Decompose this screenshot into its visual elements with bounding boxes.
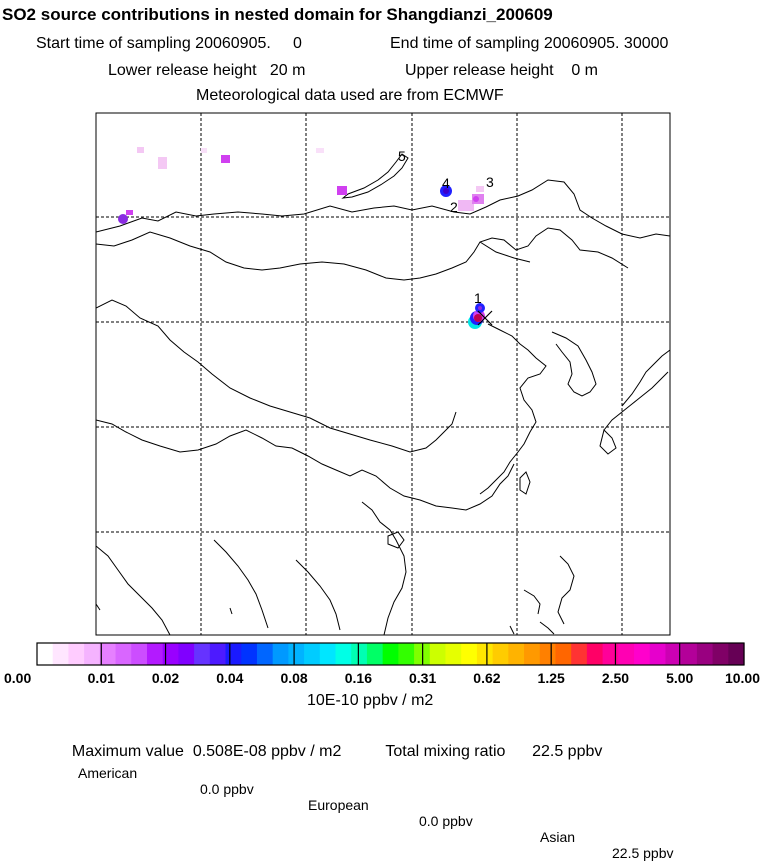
colorbar-tick-label: 0.00: [4, 670, 32, 686]
colorbar-cell: [681, 643, 698, 665]
colorbar-cell: [288, 643, 305, 665]
colorbar-cell: [115, 643, 132, 665]
lower-release-text: Lower release height 20 m: [108, 62, 306, 79]
colorbar-cell: [571, 643, 588, 665]
colorbar-cell: [665, 643, 682, 665]
end-time-text: End time of sampling 20060905. 30000: [390, 35, 669, 52]
colorbar-cell: [319, 643, 337, 665]
colorbar-cell: [728, 643, 745, 665]
colorbar-cell: [272, 643, 289, 665]
upper-release-text: Upper release height 0 m: [405, 62, 598, 79]
colorbar-cell: [696, 643, 714, 665]
colorbar-cell: [712, 643, 729, 665]
colorbar-cell: [241, 643, 258, 665]
american-value: 0.0 ppbv: [200, 781, 254, 797]
colorbar-cell: [445, 643, 462, 665]
receptor-labels: 1 2 3 4 5: [398, 148, 494, 306]
plume-spots: [118, 147, 485, 329]
label-5: 5: [398, 148, 406, 164]
colorbar-tick-label: 0.04: [216, 670, 244, 686]
colorbar-cell: [555, 643, 572, 665]
colorbar-cell: [209, 643, 227, 665]
colorbar-cell: [52, 643, 70, 665]
colorbar-tick-label: 2.50: [601, 670, 630, 686]
european-value: 0.0 ppbv: [419, 813, 473, 829]
colorbar-cell: [351, 643, 368, 665]
label-4: 4: [442, 175, 450, 191]
colorbar-cell: [194, 643, 211, 665]
colorbar-cell: [335, 643, 352, 665]
colorbar-cell: [429, 643, 447, 665]
colorbar-cell: [162, 643, 179, 665]
colorbar-tick-label: 0.62: [473, 670, 501, 686]
colorbar-cell: [524, 643, 541, 665]
asian-label: Asian: [540, 829, 576, 845]
colorbar-cell: [586, 643, 604, 665]
colorbar-tick-label: 10.00: [724, 670, 760, 686]
colorbar-tick-label: 5.00: [666, 670, 694, 686]
colorbar-cell: [492, 643, 509, 665]
colorbar-tick-label: 0.16: [344, 670, 372, 686]
receptor-marker: [477, 310, 493, 326]
colorbar-cell: [539, 643, 557, 665]
summary-row: Maximum value 0.508E-08 ppbv / m2 Total m…: [63, 725, 602, 761]
colorbar-cell: [225, 643, 242, 665]
source-breakdown: American 0.0 ppbv European 0.0 ppbv Asia…: [78, 749, 674, 861]
colorbar-cell: [618, 643, 635, 665]
asian-value: 22.5 ppbv: [612, 845, 674, 861]
label-1: 1: [474, 290, 482, 306]
start-time-text: Start time of sampling 20060905. 0: [36, 35, 302, 52]
colorbar-cell: [131, 643, 148, 665]
colorbar-cell: [461, 643, 478, 665]
colorbar-cell: [366, 643, 384, 665]
colorbar-cell: [508, 643, 525, 665]
colorbar-tick-label: 0.01: [87, 670, 115, 686]
colorbar-unit: 10E-10 ppbv / m2: [307, 692, 434, 709]
label-2: 2: [450, 199, 458, 215]
map-frame: [95, 112, 671, 636]
american-label: American: [78, 765, 138, 781]
colorbar-tick-label: 0.31: [409, 670, 437, 686]
total-mixing-text: Total mixing ratio 22.5 ppbv: [385, 743, 603, 760]
colorbar-cell: [146, 643, 164, 665]
european-label: European: [308, 797, 369, 813]
max-value-text: Maximum value 0.508E-08 ppbv / m2: [71, 743, 342, 760]
colorbar-cell: [382, 643, 399, 665]
colorbar-cell: [649, 643, 667, 665]
colorbar-cell: [99, 643, 117, 665]
coastlines-borders: [96, 153, 670, 635]
colorbar: [36, 642, 745, 666]
lat-lon-grid: [96, 113, 670, 635]
colorbar-cell: [256, 643, 274, 665]
met-data-text: Meteorological data used are from ECMWF: [196, 87, 504, 104]
colorbar-cell: [37, 643, 54, 665]
colorbar-cell: [178, 643, 195, 665]
colorbar-cell: [304, 643, 321, 665]
map-panel: 1 2 3 4 5: [95, 112, 671, 636]
label-3: 3: [486, 174, 494, 190]
colorbar-cell: [476, 643, 494, 665]
map-title: SO2 source contributions in nested domai…: [2, 5, 553, 24]
colorbar-cell: [634, 643, 651, 665]
colorbar-tick-label: 0.02: [151, 670, 180, 686]
colorbar-tick-label: 0.08: [280, 670, 308, 686]
colorbar-cell: [602, 643, 619, 665]
colorbar-tick-label: 1.25: [537, 670, 565, 686]
colorbar-cell: [398, 643, 415, 665]
colorbar-cell: [84, 643, 101, 665]
colorbar-cell: [68, 643, 85, 665]
